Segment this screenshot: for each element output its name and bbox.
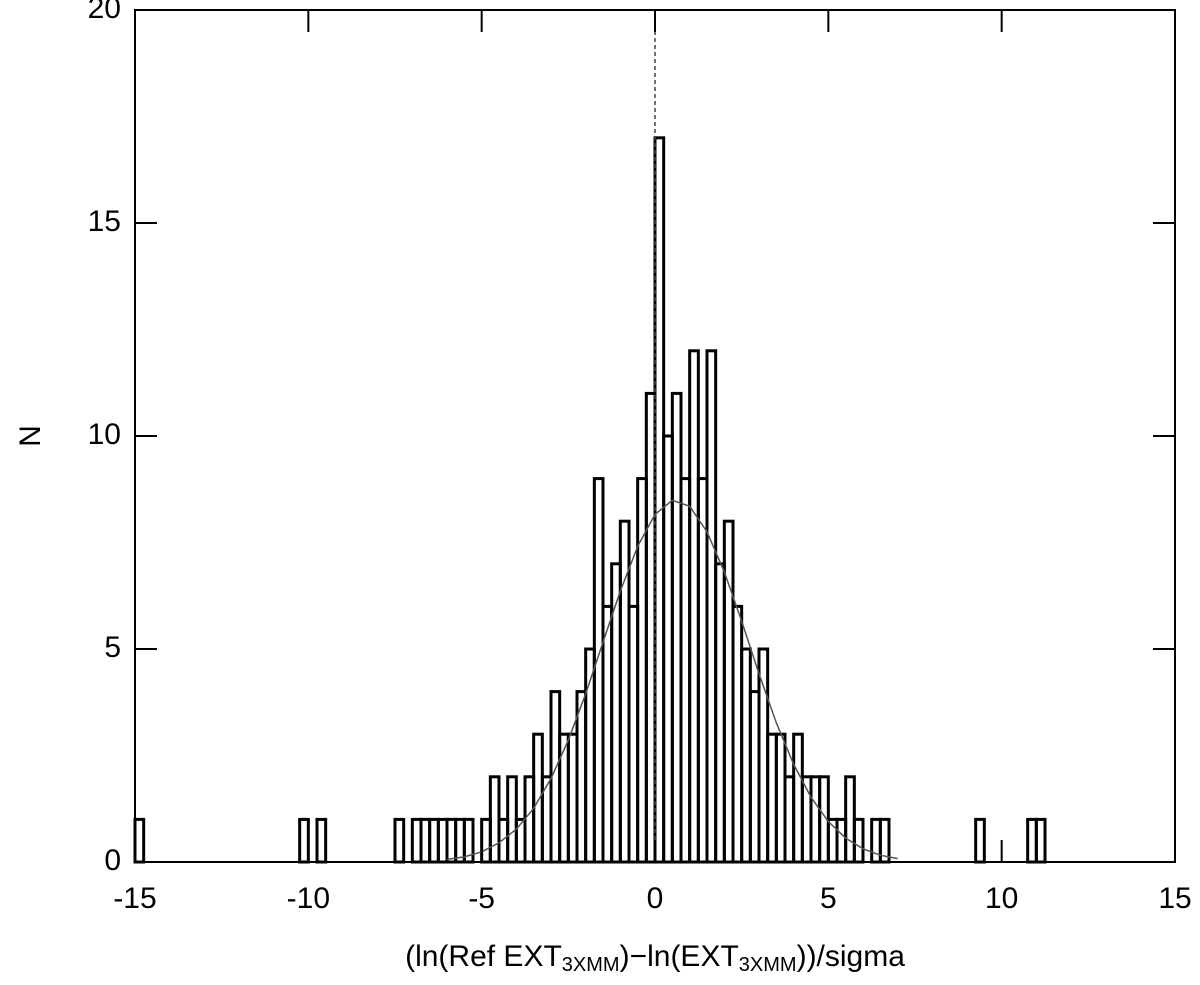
x-tick-label: -10 bbox=[287, 882, 330, 915]
histogram-bar bbox=[133, 817, 146, 864]
histogram-bar bbox=[298, 817, 310, 864]
histogram-bar bbox=[1034, 817, 1047, 864]
y-tick-label: 20 bbox=[88, 0, 121, 25]
x-label-subscript: 3XMM bbox=[562, 954, 620, 976]
histogram-bar bbox=[315, 817, 328, 864]
histogram-bar bbox=[852, 817, 865, 864]
histogram-bar bbox=[393, 817, 406, 864]
y-tick-label: 0 bbox=[104, 844, 121, 877]
x-tick-label: 5 bbox=[820, 882, 837, 915]
x-label-subscript: 3XMM bbox=[739, 954, 797, 976]
x-tick-label: -15 bbox=[113, 882, 156, 915]
y-tick-label: 15 bbox=[88, 205, 121, 238]
x-tick-label: -5 bbox=[468, 882, 495, 915]
x-tick-label: 15 bbox=[1158, 882, 1191, 915]
x-label-text: (ln(Ref EXT bbox=[405, 940, 562, 973]
histogram-bar bbox=[974, 817, 986, 864]
x-tick-label: 0 bbox=[647, 882, 664, 915]
x-axis-label: (ln(Ref EXT3XMM)−ln(EXT3XMM))/sigma bbox=[405, 940, 905, 976]
y-axis-label: N bbox=[14, 425, 47, 447]
x-label-text: )−ln(EXT bbox=[620, 940, 739, 973]
y-tick-label: 5 bbox=[104, 631, 121, 664]
x-label-text: ))/sigma bbox=[797, 940, 906, 973]
fit-curve bbox=[446, 499, 898, 861]
y-tick-label: 10 bbox=[88, 418, 121, 451]
x-tick-label: 10 bbox=[985, 882, 1018, 915]
